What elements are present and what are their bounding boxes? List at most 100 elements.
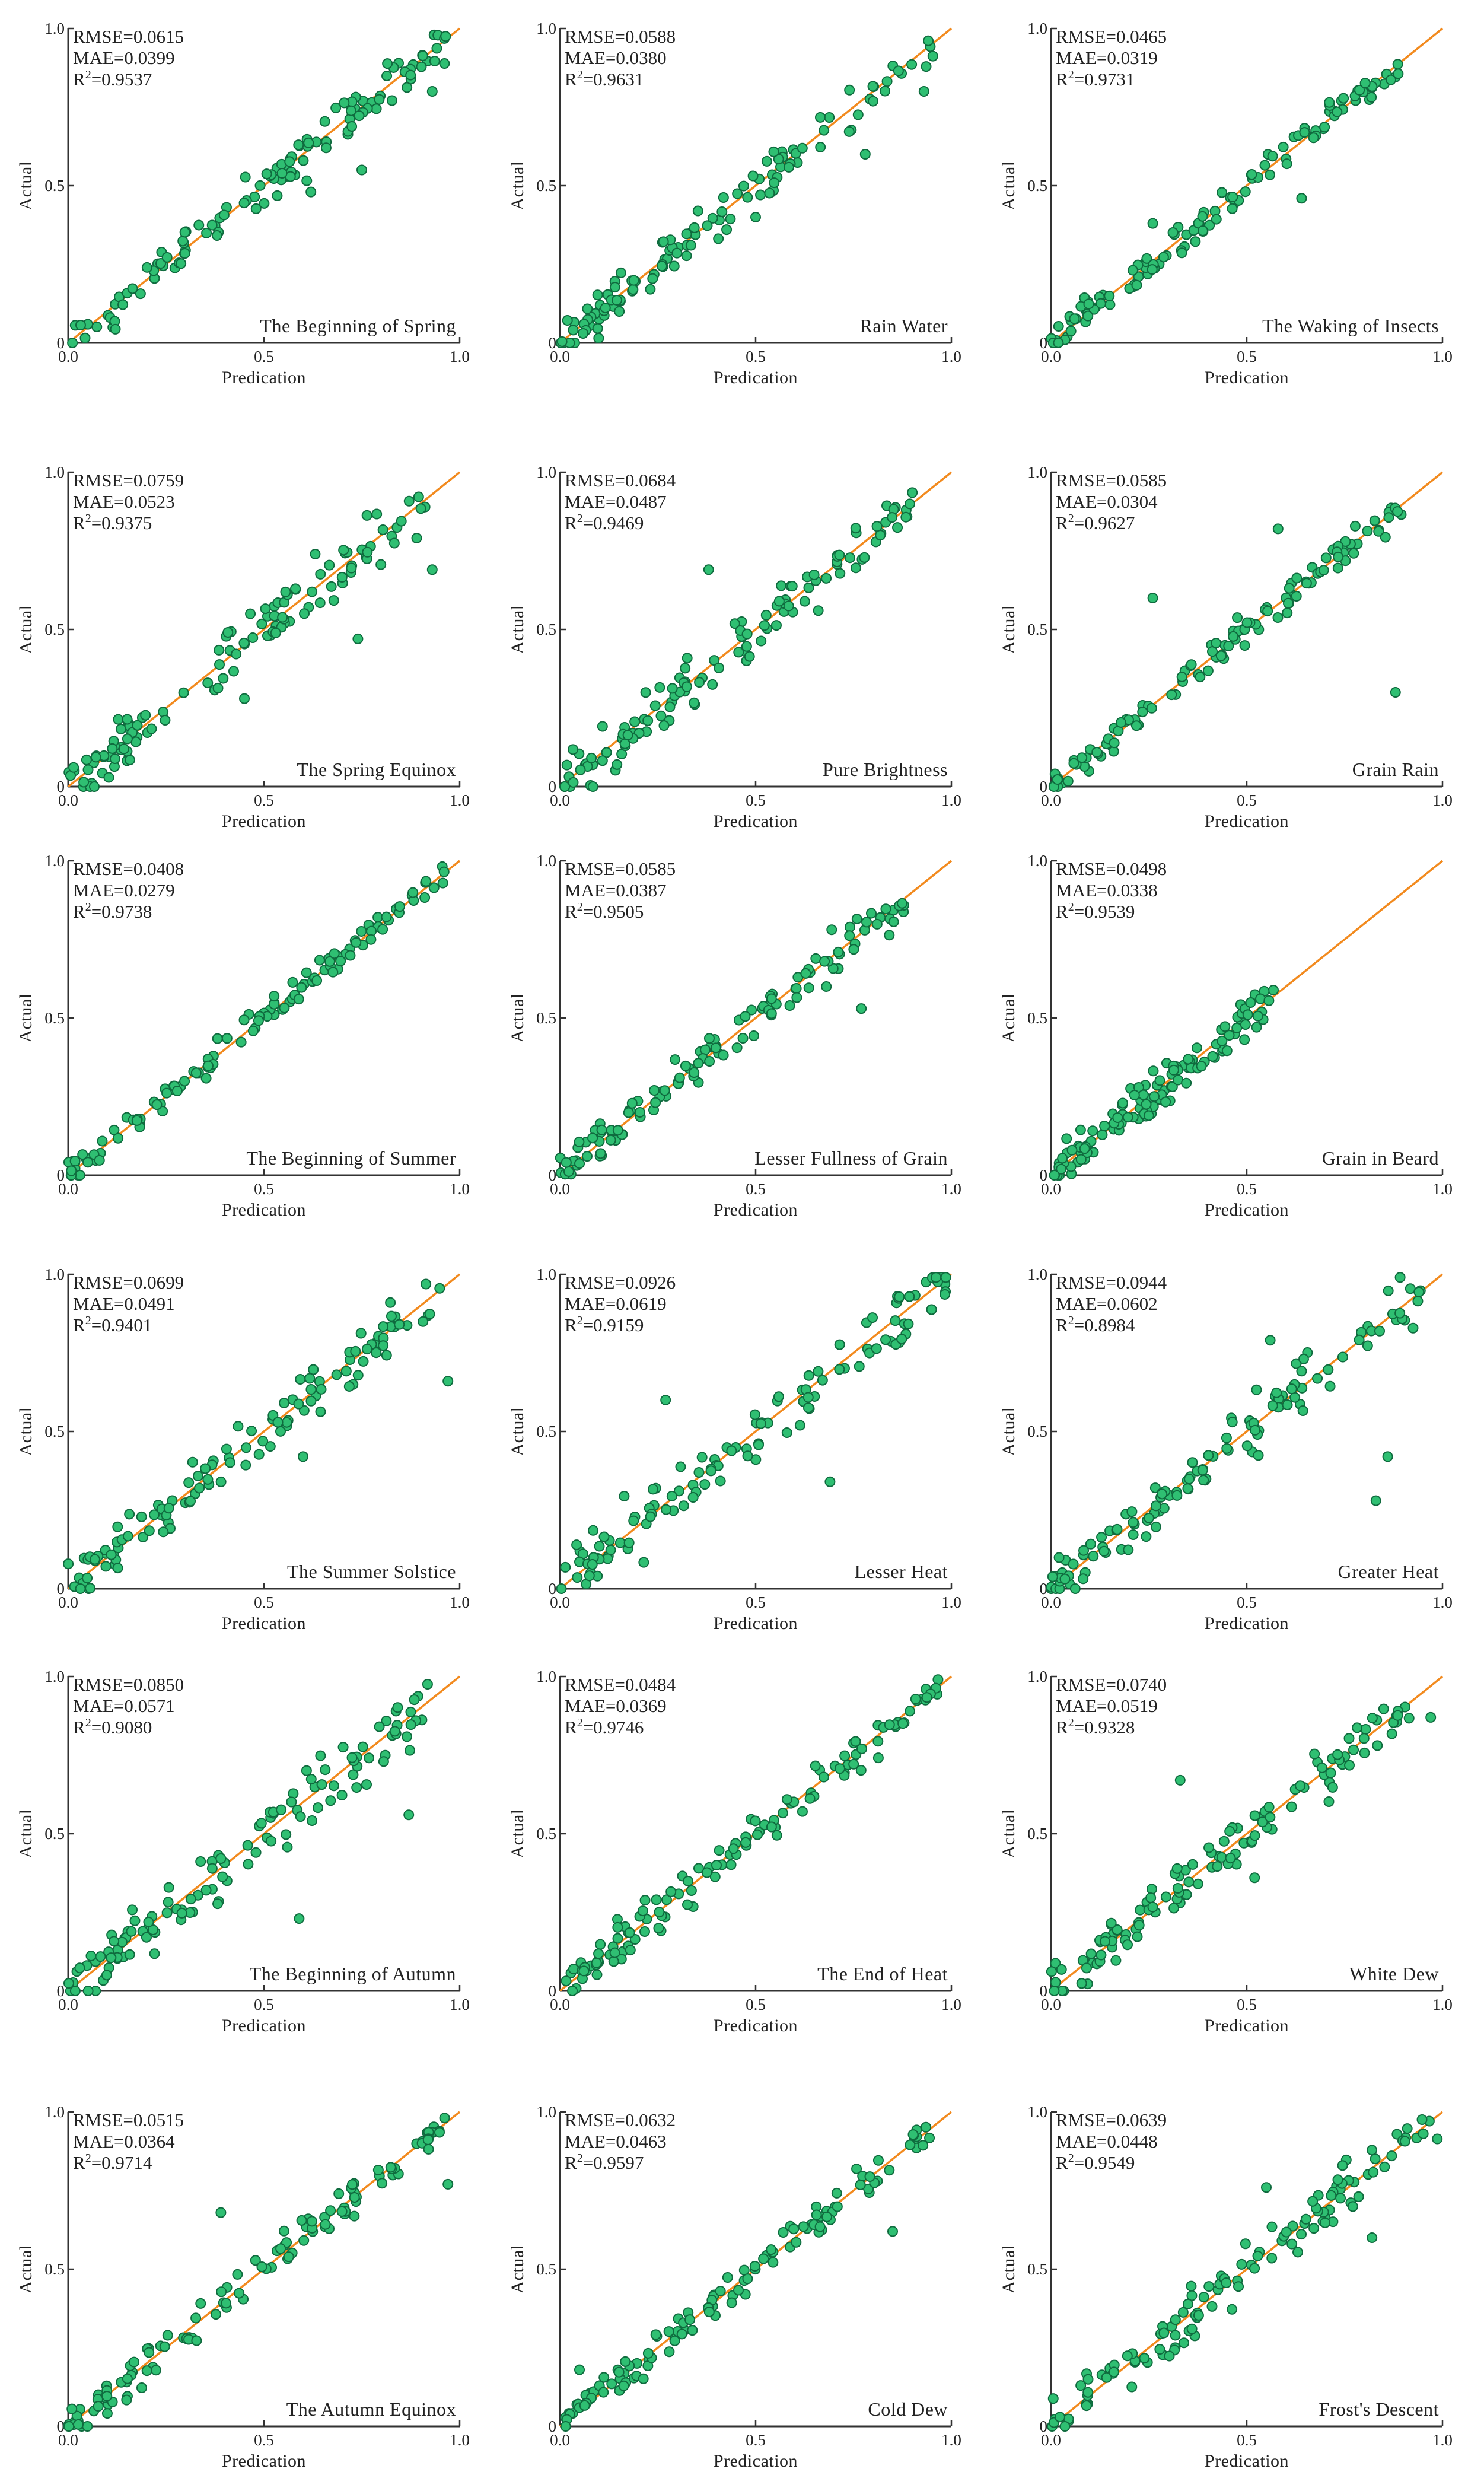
data-point [900,511,912,523]
data-point [658,720,670,731]
data-point [378,1756,389,1767]
data-point [1218,1835,1230,1847]
x-tick-label: 0.0 [550,1996,570,2013]
data-point [1383,512,1394,523]
data-point [1059,1573,1071,1585]
x-axis-label: Predication [1205,2451,1289,2471]
x-tick-label: 0.5 [746,2431,766,2449]
data-point [1143,1110,1154,1121]
data-point [593,1948,604,1959]
y-tick-label: 0 [57,2417,65,2435]
data-point [194,1482,205,1494]
data-point [1068,1558,1079,1570]
data-point [560,1561,571,1573]
data-point [1079,1143,1090,1154]
data-point [1255,993,1266,1004]
data-point [372,2165,384,2176]
data-point [1069,1583,1081,1594]
data-point [281,1417,292,1428]
data-point [819,956,830,967]
data-point [1082,310,1094,322]
data-point [1359,1747,1370,1758]
data-point [1062,775,1074,787]
data-point [85,1583,96,1594]
identity-line [559,1273,953,1590]
x-tick-label: 1.0 [450,1593,470,1611]
data-point [279,1397,290,1408]
data-point [766,1821,777,1833]
data-point [122,733,133,745]
data-point [689,222,700,233]
data-point [588,1525,599,1536]
data-point [121,2394,132,2406]
data-point [1366,91,1377,103]
data-point [742,1450,753,1462]
data-point [253,1015,264,1026]
data-point [320,2219,331,2230]
data-point [884,1719,895,1730]
data-point [1386,2150,1397,2162]
data-point [1147,593,1158,603]
data-point [1227,1417,1238,1428]
data-point [371,1347,382,1359]
data-point [206,1863,218,1874]
x-tick-label: 1.0 [1432,1180,1453,1198]
y-axis-label: Actual [999,1407,1018,1456]
data-point [609,1947,620,1958]
data-point [1099,1121,1110,1132]
x-tick-label: 0.5 [1237,1180,1257,1198]
x-tick-label: 1.0 [941,1180,961,1198]
data-point [1056,1163,1067,1175]
data-point [1172,1882,1183,1894]
data-point [231,648,242,660]
data-point [844,921,855,933]
data-point [1319,122,1330,133]
r2-label: R2=0.9738 [73,901,152,922]
data-point [1332,2174,1343,2185]
data-point [910,1693,921,1704]
rmse-label: RMSE=0.0944 [1056,1272,1167,1293]
data-point [1386,74,1397,85]
data-point [1402,2123,1413,2134]
panel-title: Rain Water [860,315,948,336]
data-point [1168,1903,1180,1914]
data-point [1291,1358,1302,1369]
data-point [1367,1713,1378,1724]
data-point [921,2121,932,2133]
data-point [586,752,597,763]
y-tick-label: 1.0 [536,2103,556,2121]
data-point [659,1085,670,1096]
data-point [179,248,190,259]
data-point [1281,2226,1292,2238]
data-point [1344,1760,1355,1771]
data-point [343,1380,355,1392]
data-point [129,1915,141,1926]
data-point [358,1356,369,1367]
data-point [645,284,656,295]
data-point [1262,606,1273,617]
data-point [259,198,270,209]
data-point [1112,1924,1123,1936]
data-point [693,1058,704,1069]
data-point [138,1532,149,1543]
mae-label: MAE=0.0523 [73,491,175,512]
x-tick-label: 0.5 [1237,791,1257,809]
scatter-panel: 0.00 0.5 0.5 1.0 1.0 Predication Actual RMSE=0.… [508,2103,961,2471]
data-point [1392,59,1403,70]
data-point [345,105,356,116]
r2-label: R2=0.9401 [73,1314,152,1335]
y-tick-label: 1.0 [44,1668,65,1685]
data-point [1082,2387,1094,2398]
data-point [1236,2258,1247,2270]
data-point [1157,1488,1168,1500]
data-point [1095,298,1106,309]
data-point [620,2356,631,2367]
data-point [612,1921,623,1933]
data-point [1050,1977,1061,1988]
data-point [1166,689,1177,701]
y-axis-label: Actual [999,161,1018,211]
data-point [1096,1949,1107,1961]
y-tick-label: 0.5 [536,2260,556,2278]
data-point [202,1474,214,1485]
mae-label: MAE=0.0491 [73,1293,175,1314]
